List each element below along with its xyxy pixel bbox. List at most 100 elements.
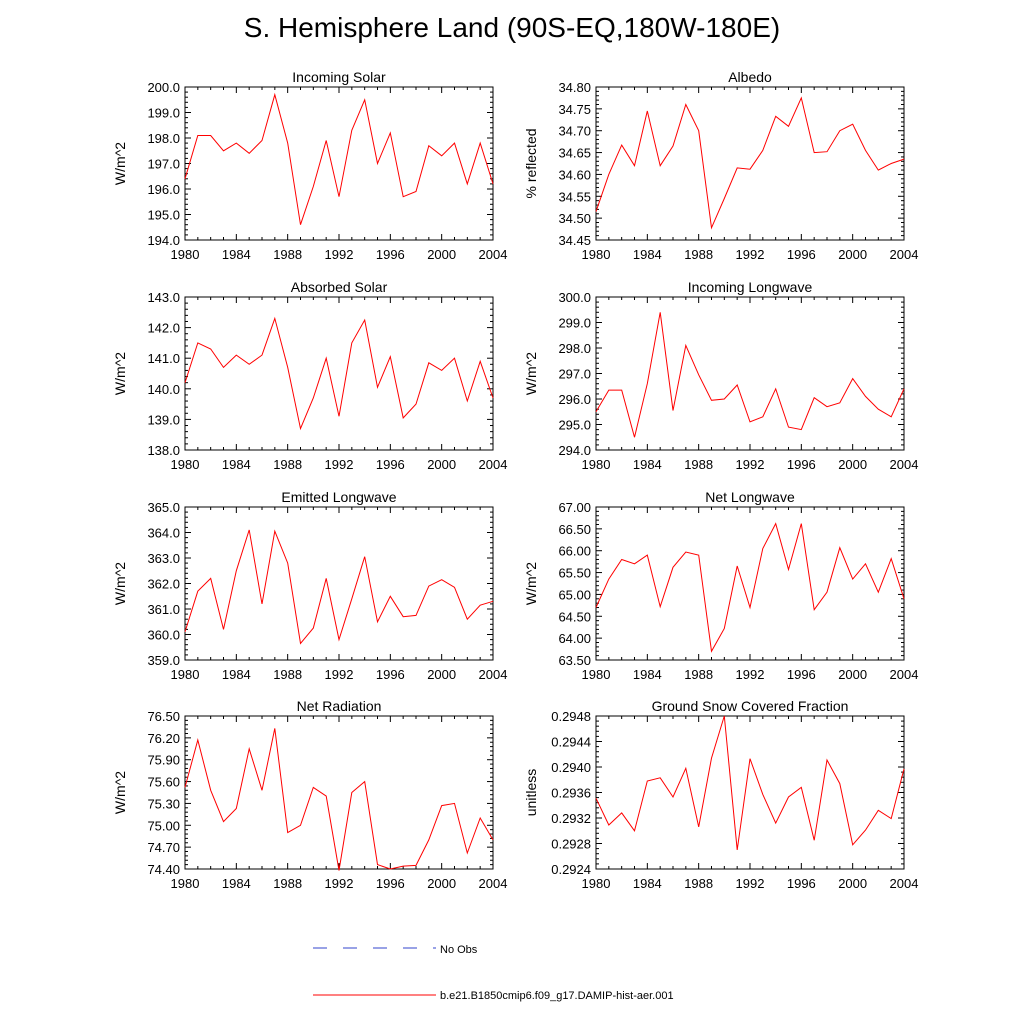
- panel-net-longwave-ytick-label: 63.50: [558, 653, 591, 668]
- panel-incoming-longwave-ytick-label: 295.0: [558, 418, 591, 433]
- panel-albedo-frame: [595, 86, 905, 241]
- panel-albedo-ytick-label: 34.75: [558, 102, 591, 117]
- panel-albedo-title: Albedo: [728, 69, 772, 85]
- panel-net-radiation-frame: [184, 715, 494, 870]
- panel-incoming-solar-title: Incoming Solar: [292, 69, 386, 85]
- panel-incoming-solar-ytick-label: 198.0: [147, 131, 180, 146]
- panel-incoming-longwave-title: Incoming Longwave: [688, 279, 813, 295]
- panel-absorbed-solar: Absorbed Solar W/m^2 1980 1984 1988 1992 1996 2…: [112, 279, 507, 472]
- panel-incoming-longwave-ylabel: W/m^2: [523, 352, 539, 395]
- panel-net-longwave-ytick-label: 66.50: [558, 522, 591, 537]
- panel-ground-snow-covered-fraction-frame: [595, 715, 905, 870]
- panel-net-longwave-ytick-label: 65.50: [558, 566, 591, 581]
- panel-net-radiation-ytick-label: 75.30: [147, 796, 180, 811]
- panel-emitted-longwave-title: Emitted Longwave: [281, 489, 396, 505]
- panel-absorbed-solar-ytick-label: 139.0: [147, 412, 180, 427]
- panel-absorbed-solar-xtick-label: 1996: [376, 457, 405, 472]
- panel-absorbed-solar-ytick-label: 143.0: [147, 290, 180, 305]
- panel-net-radiation-series-line: [184, 728, 494, 871]
- panel-emitted-longwave-ytick-label: 359.0: [147, 653, 180, 668]
- panel-incoming-longwave-ytick-label: 299.0: [558, 316, 591, 331]
- panel-net-radiation-ytick-label: 76.20: [147, 731, 180, 746]
- panel-net-radiation-xtick-label: 1980: [171, 876, 200, 891]
- panel-albedo-ytick-label: 34.50: [558, 211, 591, 226]
- panel-incoming-solar-xtick-label: 1992: [325, 247, 354, 262]
- panel-net-radiation-ytick-label: 74.70: [147, 840, 180, 855]
- panel-emitted-longwave-ytick-label: 365.0: [147, 500, 180, 515]
- panel-net-longwave-ytick-label: 66.00: [558, 544, 591, 559]
- panel-incoming-longwave-xtick-label: 1988: [684, 457, 713, 472]
- panel-emitted-longwave-series-line: [184, 529, 494, 645]
- panel-absorbed-solar-xtick-label: 1992: [325, 457, 354, 472]
- panel-emitted-longwave-xtick-label: 1992: [325, 667, 354, 682]
- panel-ground-snow-covered-fraction-title: Ground Snow Covered Fraction: [652, 698, 849, 714]
- panel-incoming-longwave-xtick-label: 2004: [890, 457, 919, 472]
- panel-albedo-xtick-label: 1988: [684, 247, 713, 262]
- panel-net-radiation-ytick-label: 75.00: [147, 818, 180, 833]
- panel-albedo-ytick-label: 34.65: [558, 146, 591, 161]
- panel-ground-snow-covered-fraction-xtick-label: 1992: [736, 876, 765, 891]
- page-title: S. Hemisphere Land (90S-EQ,180W-180E): [243, 12, 781, 43]
- panel-albedo-ytick-label: 34.80: [558, 80, 591, 95]
- panel-absorbed-solar-xtick-label: 2004: [479, 457, 508, 472]
- panel-ground-snow-covered-fraction-xtick-label: 1980: [582, 876, 611, 891]
- panel-ground-snow-covered-fraction-ylabel: unitless: [523, 769, 539, 816]
- panel-net-radiation-xtick-label: 2004: [479, 876, 508, 891]
- panel-ground-snow-covered-fraction-ytick-label: 0.2936: [551, 786, 591, 801]
- legend: No Obs b.e21.B1850cmip6.f09_g17.DAMIP-hi…: [313, 944, 674, 1002]
- panels-group: Incoming Solar W/m^2 1980 1984 1988 1992 1996 2…: [112, 69, 918, 891]
- panel-incoming-longwave-series-line: [595, 312, 905, 438]
- panel-absorbed-solar-ytick-label: 142.0: [147, 321, 180, 336]
- panel-absorbed-solar-frame: [184, 296, 494, 451]
- panel-incoming-solar-ytick-label: 200.0: [147, 80, 180, 95]
- panel-incoming-longwave-xtick-label: 1980: [582, 457, 611, 472]
- panel-incoming-solar-ylabel: W/m^2: [112, 142, 128, 185]
- panel-ground-snow-covered-fraction-ytick-label: 0.2924: [551, 862, 591, 877]
- panel-ground-snow-covered-fraction-xtick-label: 1984: [633, 876, 662, 891]
- panel-net-radiation-ytick-label: 75.60: [147, 775, 180, 790]
- panel-ground-snow-covered-fraction-xtick-label: 1988: [684, 876, 713, 891]
- panel-incoming-solar-ytick-label: 199.0: [147, 106, 180, 121]
- panel-net-radiation-ytick-label: 75.90: [147, 753, 180, 768]
- panel-ground-snow-covered-fraction-ytick-label: 0.2944: [551, 735, 591, 750]
- panel-emitted-longwave-ytick-label: 363.0: [147, 551, 180, 566]
- legend-label-no-obs: No Obs: [440, 944, 478, 956]
- panel-emitted-longwave-frame: [184, 506, 494, 661]
- panel-ground-snow-covered-fraction-ytick-label: 0.2948: [551, 709, 591, 724]
- panel-absorbed-solar-xtick-label: 1980: [171, 457, 200, 472]
- panel-incoming-solar-xtick-label: 1980: [171, 247, 200, 262]
- panel-absorbed-solar-ylabel: W/m^2: [112, 352, 128, 395]
- panel-emitted-longwave-xtick-label: 2000: [427, 667, 456, 682]
- panel-incoming-solar-xtick-label: 1988: [273, 247, 302, 262]
- panel-ground-snow-covered-fraction-ytick-label: 0.2940: [551, 760, 591, 775]
- panel-net-longwave-xtick-label: 1984: [633, 667, 662, 682]
- panel-absorbed-solar-xtick-label: 2000: [427, 457, 456, 472]
- panel-absorbed-solar-ytick-label: 141.0: [147, 351, 180, 366]
- panel-net-longwave-ytick-label: 64.00: [558, 631, 591, 646]
- panel-albedo-ylabel: % reflected: [523, 128, 539, 198]
- panel-incoming-solar: Incoming Solar W/m^2 1980 1984 1988 1992 1996 2…: [112, 69, 507, 262]
- panel-net-longwave-xtick-label: 1980: [582, 667, 611, 682]
- panel-emitted-longwave-ytick-label: 364.0: [147, 526, 180, 541]
- panel-net-longwave-ytick-label: 65.00: [558, 587, 591, 602]
- panel-emitted-longwave-xtick-label: 1980: [171, 667, 200, 682]
- panel-emitted-longwave-xtick-label: 1988: [273, 667, 302, 682]
- panel-net-radiation-ytick-label: 76.50: [147, 709, 180, 724]
- panel-incoming-longwave-ytick-label: 294.0: [558, 443, 591, 458]
- panel-albedo: Albedo % reflected 1980 1984 1988 1992 1996 200…: [523, 69, 918, 262]
- panel-incoming-solar-frame: [184, 86, 494, 241]
- panel-incoming-solar-xtick-label: 1984: [222, 247, 251, 262]
- panel-incoming-solar-ytick-label: 194.0: [147, 233, 180, 248]
- panel-absorbed-solar-xtick-label: 1984: [222, 457, 251, 472]
- panel-albedo-xtick-label: 2004: [890, 247, 919, 262]
- panel-albedo-xtick-label: 1980: [582, 247, 611, 262]
- panel-net-longwave-xtick-label: 1992: [736, 667, 765, 682]
- panel-ground-snow-covered-fraction-series-line: [595, 715, 905, 850]
- panel-absorbed-solar-ytick-label: 140.0: [147, 382, 180, 397]
- panel-net-longwave-series-line: [595, 522, 905, 653]
- panel-net-longwave-frame: [595, 506, 905, 661]
- panel-incoming-longwave-ytick-label: 296.0: [558, 392, 591, 407]
- panel-incoming-longwave-xtick-label: 2000: [838, 457, 867, 472]
- panel-albedo-ytick-label: 34.55: [558, 189, 591, 204]
